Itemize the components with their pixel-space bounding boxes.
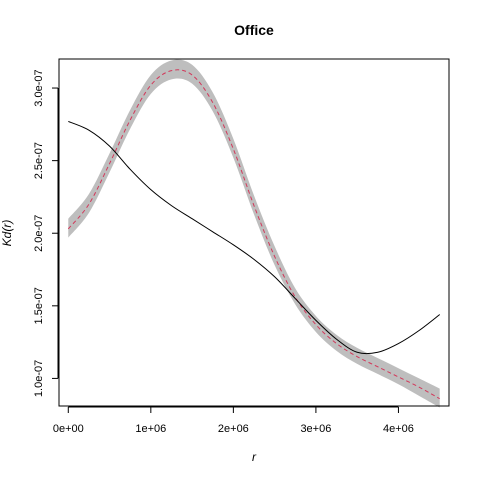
y-tick-label: 1.0e-07 — [33, 360, 45, 397]
plot-area — [67, 59, 441, 408]
y-axis: 1.0e-07 1.5e-07 2.0e-07 2.5e-07 3.0e-07 — [33, 69, 59, 397]
x-tick-label: 4e+06 — [383, 423, 414, 435]
y-tick-label: 2.5e-07 — [33, 142, 45, 179]
y-tick-label: 3.0e-07 — [33, 69, 45, 106]
x-axis-label: r — [252, 450, 257, 464]
series-mean-line — [67, 69, 440, 400]
y-tick-label: 1.5e-07 — [33, 287, 45, 324]
x-tick-label: 3e+06 — [300, 423, 331, 435]
x-tick-label: 2e+06 — [218, 423, 249, 435]
y-tick-label: 2.0e-07 — [33, 215, 45, 252]
y-axis-label: Kd(r) — [0, 220, 14, 247]
envelope-band — [68, 59, 440, 408]
series-observed-line — [68, 120, 441, 355]
x-tick-label: 0e+00 — [53, 423, 84, 435]
x-tick-label: 1e+06 — [135, 423, 166, 435]
plot-frame — [58, 58, 450, 407]
x-axis: 0e+00 1e+06 2e+06 3e+06 4e+06 — [53, 406, 414, 435]
chart-title: Office — [234, 22, 274, 38]
